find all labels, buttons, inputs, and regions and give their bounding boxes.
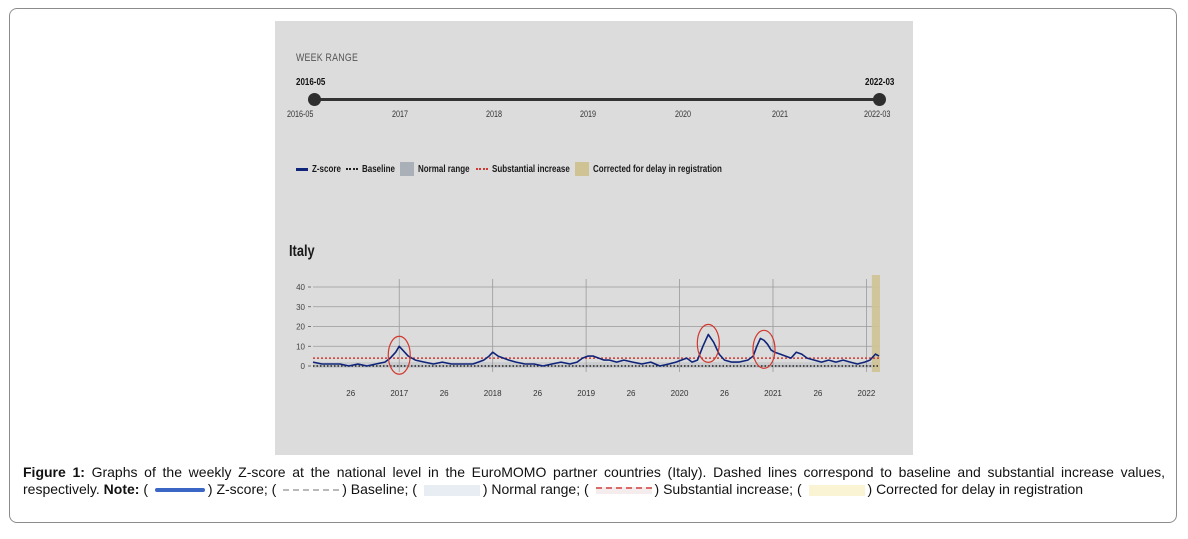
slider-year-tick: 2021 bbox=[772, 109, 792, 119]
x-tick-label: 26 bbox=[440, 389, 449, 398]
normal-range-band bbox=[313, 362, 879, 368]
slider-year-tick-text: 2021 bbox=[772, 109, 789, 119]
note-normal-text: ) Normal range; ( bbox=[482, 481, 589, 497]
legend-zscore-swatch bbox=[296, 167, 308, 171]
note-baseline-text: ) Baseline; ( bbox=[342, 481, 417, 497]
chart-panel: WEEK RANGE 2016-05 2022-03 2016-05 2017 … bbox=[275, 21, 913, 455]
range-start-text: 2016-05 bbox=[296, 77, 326, 88]
slider-end-label: 2022-03 bbox=[864, 109, 897, 119]
range-end-value: 2022-03 bbox=[865, 77, 902, 88]
note-zscore-text: ) Z-score; ( bbox=[207, 481, 277, 497]
y-tick-label: 30 bbox=[296, 303, 305, 312]
week-range-title: WEEK RANGE bbox=[296, 52, 374, 64]
x-tick-label: 2020 bbox=[671, 389, 689, 398]
legend-zscore-label: Z-score bbox=[312, 163, 341, 175]
week-range-title-text: WEEK RANGE bbox=[296, 52, 359, 64]
legend-corrected-label: Corrected for delay in registration bbox=[593, 163, 722, 175]
note-zscore-swatch bbox=[154, 488, 205, 493]
slider-end-label-text: 2022-03 bbox=[864, 109, 891, 119]
note-corrected-swatch bbox=[808, 484, 865, 496]
legend-normal-swatch bbox=[400, 162, 415, 176]
x-tick-label: 26 bbox=[533, 389, 542, 398]
slider-start-label-text: 2016-05 bbox=[287, 109, 314, 119]
legend-substantial-label: Substantial increase bbox=[491, 163, 570, 175]
x-tick-label: 2022 bbox=[858, 389, 876, 398]
zscore-series-line bbox=[312, 333, 880, 367]
legend-item-substantial[interactable]: Substantial increase bbox=[475, 163, 570, 175]
week-range-slider-track[interactable] bbox=[314, 98, 880, 101]
slider-year-tick: 2020 bbox=[675, 109, 695, 119]
caption-note-label: Note: bbox=[103, 481, 140, 497]
legend-item-baseline[interactable]: Baseline bbox=[346, 163, 396, 175]
x-tick-label: 26 bbox=[813, 389, 822, 398]
x-tick-label: 26 bbox=[720, 389, 729, 398]
slider-year-tick-text: 2019 bbox=[580, 109, 597, 119]
x-tick-label: 2021 bbox=[764, 389, 782, 398]
x-tick-label: 2017 bbox=[390, 389, 408, 398]
legend-substantial-swatch bbox=[475, 168, 488, 170]
note-substantial-swatch bbox=[595, 486, 652, 494]
note-baseline-swatch bbox=[283, 489, 340, 492]
legend-normal-label: Normal range bbox=[418, 163, 470, 175]
y-tick-label: 40 bbox=[296, 283, 305, 292]
y-tick-label: 20 bbox=[296, 323, 305, 332]
range-end-text: 2022-03 bbox=[865, 77, 895, 88]
figure-caption: Figure 1: Graphs of the weekly Z-score a… bbox=[23, 464, 1165, 497]
corrected-delay-band bbox=[871, 275, 880, 372]
caption-figure-label: Figure 1: bbox=[23, 464, 85, 480]
x-tick-label: 26 bbox=[346, 389, 355, 398]
legend-item-corrected[interactable]: Corrected for delay in registration bbox=[575, 162, 754, 176]
y-tick-label: 10 bbox=[296, 342, 305, 351]
slider-year-tick-text: 2020 bbox=[675, 109, 692, 119]
peak-highlight-circle bbox=[387, 335, 411, 375]
slider-year-tick-text: 2017 bbox=[392, 109, 409, 119]
note-normal-swatch bbox=[423, 484, 480, 496]
legend-corrected-swatch bbox=[575, 162, 589, 176]
slider-year-tick: 2017 bbox=[392, 109, 412, 119]
legend-baseline-swatch bbox=[346, 168, 359, 170]
slider-year-tick-text: 2018 bbox=[486, 109, 503, 119]
x-tick-label: 2019 bbox=[577, 389, 595, 398]
caption-text: Graphs of the weekly Z-score at the nati… bbox=[23, 464, 1165, 497]
peak-highlight-circle bbox=[696, 323, 720, 363]
x-tick-label: 2018 bbox=[484, 389, 502, 398]
note-substantial-text: ) Substantial increase; ( bbox=[654, 481, 802, 497]
legend-baseline-label: Baseline bbox=[362, 163, 396, 175]
week-range-end-handle[interactable] bbox=[873, 93, 886, 106]
slider-year-tick: 2018 bbox=[486, 109, 506, 119]
country-title: Italy bbox=[289, 243, 321, 261]
slider-start-label: 2016-05 bbox=[287, 109, 320, 119]
range-start-value: 2016-05 bbox=[296, 77, 333, 88]
x-tick-label: 26 bbox=[627, 389, 636, 398]
note-corrected-text: ) Corrected for delay in registration bbox=[867, 481, 1084, 497]
legend-item-normal-range[interactable]: Normal range bbox=[400, 162, 470, 176]
legend-item-zscore[interactable]: Z-score bbox=[296, 163, 341, 175]
chart-legend: Z-score Baseline Normal range Substantia… bbox=[296, 161, 761, 177]
country-title-text: Italy bbox=[289, 243, 315, 260]
slider-year-tick: 2019 bbox=[580, 109, 600, 119]
zscore-chart: 0 10 20 30 40 26 2017 26 2018 26 2019 26 2020 26 2021 2… bbox=[296, 275, 880, 398]
week-range-start-handle[interactable] bbox=[308, 93, 321, 106]
y-tick-label: 0 bbox=[301, 362, 306, 371]
peak-highlight-circle bbox=[752, 329, 776, 369]
